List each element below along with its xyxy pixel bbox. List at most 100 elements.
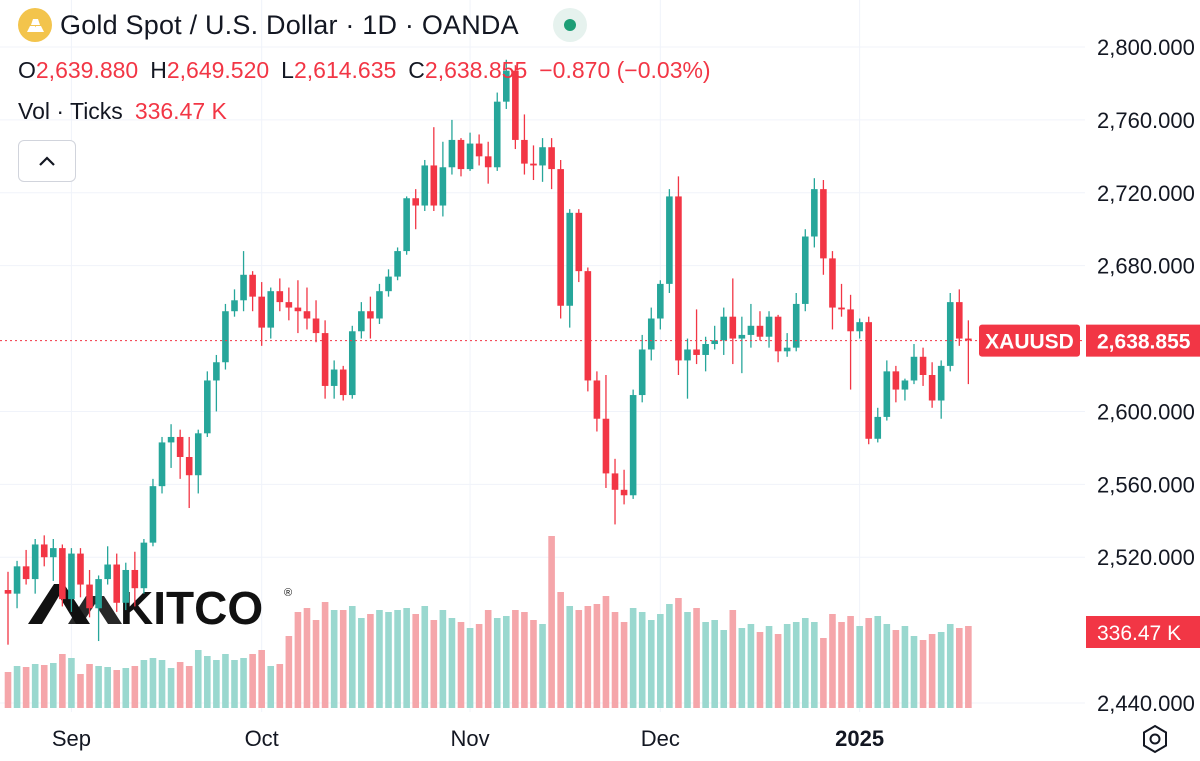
candle[interactable] [122,562,130,611]
candle[interactable] [484,141,492,184]
candle[interactable] [294,280,302,334]
candle[interactable] [539,138,546,182]
candle[interactable] [185,436,193,509]
candle[interactable] [204,371,211,437]
candle[interactable] [856,318,863,339]
candle[interactable] [910,344,918,385]
candle[interactable] [176,429,184,479]
candle[interactable] [530,145,537,181]
candle[interactable] [385,269,392,297]
candle[interactable] [493,92,501,171]
candle[interactable] [711,325,718,350]
candle[interactable] [575,209,583,283]
candle[interactable] [919,347,927,386]
candle[interactable] [412,189,419,230]
candle[interactable] [647,307,655,361]
candle[interactable] [13,560,21,609]
candle[interactable] [140,539,148,594]
candle[interactable] [774,314,782,363]
candle[interactable] [765,311,773,348]
candle[interactable] [557,159,564,319]
candle[interactable] [965,320,972,385]
candle[interactable] [602,375,610,488]
candle[interactable] [394,247,401,281]
candle[interactable] [829,251,836,330]
candle[interactable] [330,360,338,399]
candle[interactable] [611,458,619,525]
candle[interactable] [167,424,175,468]
candle[interactable] [756,311,764,341]
candle[interactable] [937,360,945,419]
candle[interactable] [811,178,818,248]
candle[interactable] [901,378,909,401]
candle[interactable] [584,267,592,392]
candle[interactable] [548,138,555,190]
candle[interactable] [222,303,229,370]
candle[interactable] [638,334,646,403]
candle[interactable] [847,294,854,390]
candle[interactable] [403,196,410,255]
candle[interactable] [194,429,202,494]
candle[interactable] [358,302,365,339]
candle[interactable] [738,316,746,374]
candle[interactable] [892,365,900,403]
candle[interactable] [448,119,456,175]
candle[interactable] [258,282,265,346]
candle[interactable] [50,539,57,581]
candle[interactable] [512,65,519,150]
candle[interactable] [4,571,12,645]
candle[interactable] [566,209,574,328]
candle[interactable] [240,251,247,312]
candle[interactable] [629,389,637,499]
candle[interactable] [521,114,528,175]
candle[interactable] [801,229,809,312]
candle[interactable] [503,59,510,109]
candle[interactable] [820,180,827,275]
candle[interactable] [666,189,673,293]
candle[interactable] [702,336,709,372]
candle[interactable] [956,289,963,346]
candle[interactable] [77,548,84,598]
settings-button[interactable] [1138,722,1172,756]
candle[interactable] [792,293,800,352]
candle[interactable] [367,296,374,339]
candle[interactable] [59,544,66,607]
candle[interactable] [213,354,220,412]
candle[interactable] [40,535,48,567]
candle[interactable] [466,132,474,171]
candle[interactable] [675,176,682,375]
price-axis[interactable]: 2,800.000 2,760.000 2,720.000 2,680.000 2,60… [1097,35,1195,716]
candle[interactable] [31,539,39,594]
candle[interactable] [874,407,882,443]
candle[interactable] [729,278,737,365]
candle[interactable] [865,316,872,445]
candle[interactable] [149,478,157,547]
candle[interactable] [421,159,429,211]
candle[interactable] [339,365,347,401]
candle[interactable] [883,360,891,421]
candle[interactable] [376,283,383,324]
candle[interactable] [131,551,139,607]
candle[interactable] [22,549,30,585]
collapse-legend-button[interactable] [18,140,76,182]
candle[interactable] [684,338,691,399]
candle[interactable] [439,141,447,217]
time-axis[interactable]: Sep Oct Nov Dec 2025 [52,726,884,751]
candle[interactable] [457,138,465,177]
candle[interactable] [303,287,311,330]
candle[interactable] [348,325,356,399]
candles[interactable] [4,59,972,645]
candle[interactable] [321,320,329,399]
candle[interactable] [267,287,275,339]
candle[interactable] [285,287,293,321]
candle[interactable] [86,569,93,618]
candle[interactable] [276,278,284,312]
candle[interactable] [68,548,75,612]
candle[interactable] [593,371,601,432]
market-status-button[interactable] [552,8,587,42]
candle[interactable] [720,307,728,355]
candle[interactable] [430,127,438,211]
candle[interactable] [95,575,102,642]
candle[interactable] [693,309,700,365]
candle[interactable] [928,362,936,408]
